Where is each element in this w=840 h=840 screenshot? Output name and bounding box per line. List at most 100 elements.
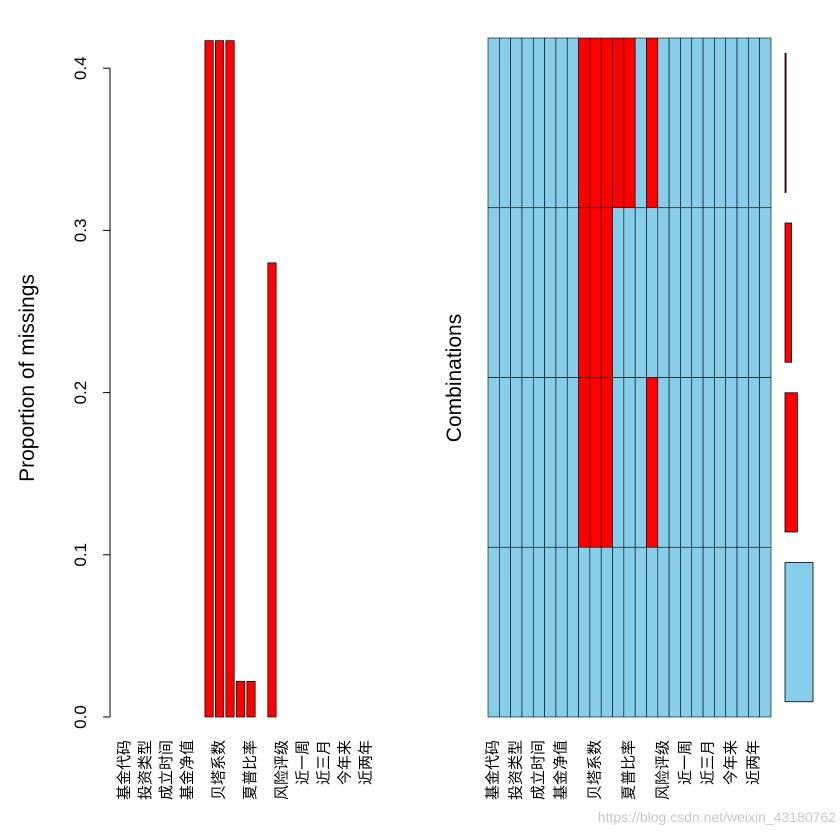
combination-cell [759,207,772,378]
combination-cell [623,207,636,378]
combination-cell [657,377,670,548]
combination-cell [487,37,500,209]
combination-cell [714,546,727,718]
combination-cell [759,546,772,718]
combination-cell [736,377,749,548]
combination-cell [600,37,613,209]
combination-cell [623,377,636,548]
x-tick-label: 投资类型 [136,740,154,800]
combination-cell [600,546,613,718]
combination-cell [555,377,568,548]
combination-cell [566,207,579,378]
combination-cell [544,207,557,378]
x-tick-label: 风险评级 [653,740,671,800]
combination-cell [600,377,613,548]
combination-cell [487,207,500,378]
combination-cell [521,546,534,718]
combination-cell [532,37,545,209]
combination-cell [748,377,760,548]
x-tick-label: 近三月 [314,740,332,785]
combination-cell [510,207,523,378]
combination-cell [657,37,670,209]
combination-cell [521,37,534,209]
combination-cell [646,377,659,548]
combination-cell [702,37,715,209]
combination-cell [623,37,636,209]
combination-cell [702,207,715,378]
y-tick-label: 0.3 [71,219,90,243]
x-tick-label: 基金净值 [552,740,570,800]
combination-cell [702,377,715,548]
proportion-bar [784,562,814,703]
y-tick-label: 0.1 [71,543,90,567]
combination-cell [566,37,579,209]
proportion-bar [784,222,792,363]
combination-cell [612,546,625,718]
y-tick-label: 0.0 [71,705,90,729]
combination-cell [600,207,613,378]
combination-cell [691,207,704,378]
combination-cell [578,546,591,718]
combination-cell [578,377,591,548]
x-tick-label: 风险评级 [272,740,290,800]
x-tick-label: 基金代码 [484,740,502,800]
x-tick-label: 夏普比率 [620,740,638,800]
combination-cell [714,37,727,209]
x-tick-label: 近两年 [744,740,762,785]
combination-cell [623,546,636,718]
watermark: https://blog.csdn.net/weixin_43180762 [598,809,836,825]
bar [225,40,235,718]
x-tick-label: 贝塔系数 [586,740,604,800]
combination-cell [736,37,749,209]
combination-cell [657,546,670,718]
combination-cell [725,207,738,378]
combination-cell [589,377,602,548]
x-tick-label: 今年来 [721,740,739,785]
combination-cell [691,37,704,209]
combination-cell [736,546,749,718]
combination-cell [736,207,749,378]
y-tick-label: 0.4 [71,56,90,80]
x-tick-label: 基金净值 [178,740,196,800]
combination-cell [532,207,545,378]
combination-cell [487,377,500,548]
bar [204,40,214,718]
combination-cell [748,207,760,378]
bar [267,262,277,718]
combination-cell [612,207,625,378]
combination-cell [680,377,693,548]
x-tick-label: 近两年 [356,740,374,785]
proportion-bar [784,52,787,193]
x-tick-label: 近一周 [676,740,694,785]
combination-cell [759,377,772,548]
x-tick-label: 夏普比率 [241,740,259,800]
combination-cell [646,546,659,718]
combination-cell [691,546,704,718]
combination-cell [510,37,523,209]
combination-cell [578,37,591,209]
combination-cell [680,546,693,718]
combination-cell [532,377,545,548]
combination-cell [680,37,693,209]
combination-cell [668,37,681,209]
combination-cell [544,37,557,209]
combination-cell [555,207,568,378]
combination-cell [589,37,602,209]
combination-cell [544,377,557,548]
combination-cell [748,37,760,209]
bar [235,680,246,718]
combination-cell [657,207,670,378]
combination-cell [499,37,511,209]
combination-cell [499,207,511,378]
combination-cell [634,377,647,548]
combination-cell [680,207,693,378]
x-tick-label: 今年来 [335,740,353,785]
combination-cell [634,37,647,209]
combination-cell [714,377,727,548]
combination-cell [646,37,659,209]
y-axis-title: Proportion of missings [16,274,39,482]
proportion-bar [784,392,798,533]
combination-cell [566,546,579,718]
combination-cell [714,207,727,378]
x-tick-label: 成立时间 [529,740,547,800]
